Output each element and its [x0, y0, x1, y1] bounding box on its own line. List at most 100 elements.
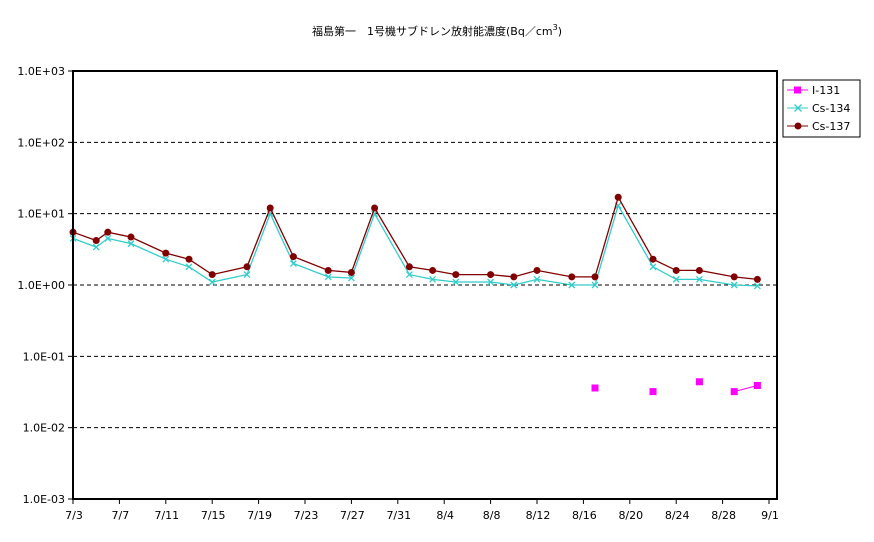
data-point-cs137 — [695, 266, 703, 274]
data-point-cs137 — [591, 273, 599, 281]
data-point-cs134 — [92, 243, 100, 251]
legend-label-i131: I-131 — [812, 84, 840, 97]
data-point-cs134 — [568, 281, 576, 289]
data-point-cs137 — [324, 266, 332, 274]
data-point-cs137 — [185, 255, 193, 263]
y-tick-label: 1.0E+01 — [17, 208, 65, 221]
x-tick-label: 8/16 — [572, 509, 597, 522]
data-point-cs137 — [429, 266, 437, 274]
y-tick-label: 1.0E-03 — [23, 493, 65, 506]
data-point-cs134 — [208, 278, 216, 286]
chart-title: 福島第一 1号機サブドレン放射能濃度(Bq／cm3) — [312, 23, 562, 38]
chart-title-main: 福島第一 1号機サブドレン放射能濃度(Bq／cm — [312, 24, 553, 38]
data-point-i131 — [591, 384, 599, 392]
data-point-cs134 — [405, 271, 413, 279]
data-point-cs134 — [243, 271, 251, 279]
x-tick-label: 9/1 — [761, 509, 779, 522]
x-tick-label: 7/27 — [340, 509, 365, 522]
legend-marker-i131 — [794, 86, 801, 94]
data-point-cs137 — [730, 273, 738, 281]
legend-marker-cs134 — [794, 104, 802, 112]
x-tick-label: 8/28 — [711, 509, 736, 522]
data-point-cs134 — [104, 234, 112, 242]
data-point-cs134 — [510, 281, 518, 289]
data-point-cs134 — [324, 273, 332, 281]
data-point-cs134 — [753, 282, 761, 290]
legend-label-cs134: Cs-134 — [812, 102, 850, 115]
y-axis: 1.0E+03 1.0E+02 1.0E+01 1.0E+00 1.0E-01 1.0E-… — [17, 65, 73, 506]
legend-item-i131: I-131 — [787, 84, 840, 97]
data-point-cs137 — [266, 204, 274, 212]
x-tick-label: 7/7 — [112, 509, 130, 522]
legend-marker-cs137 — [794, 122, 802, 130]
data-point-cs137 — [92, 237, 100, 245]
data-point-cs134 — [533, 275, 541, 283]
x-tick-label: 8/8 — [483, 509, 501, 522]
series-cs134 — [69, 202, 761, 290]
data-point-cs137 — [672, 266, 680, 274]
data-point-cs137 — [289, 253, 297, 261]
data-point-cs134 — [429, 275, 437, 283]
data-point-cs134 — [347, 274, 355, 282]
data-point-cs134 — [672, 275, 680, 283]
data-point-cs137 — [243, 263, 251, 271]
x-tick-label: 8/24 — [665, 509, 690, 522]
data-point-cs137 — [649, 255, 657, 263]
data-point-i131 — [730, 388, 738, 396]
series-line-cs134 — [72, 203, 758, 287]
data-point-cs137 — [568, 273, 576, 281]
x-tick-label: 7/11 — [154, 509, 179, 522]
chart-title-superscript: 3 — [553, 23, 558, 32]
series-line-i131 — [734, 385, 758, 393]
data-point-cs137 — [208, 271, 216, 279]
grid-lines — [73, 141, 777, 429]
legend-label-cs137: Cs-137 — [812, 120, 850, 133]
data-point-cs137 — [162, 249, 170, 257]
y-tick-label: 1.0E+03 — [17, 65, 65, 78]
x-tick-label: 7/23 — [294, 509, 319, 522]
y-tick-label: 1.0E-02 — [23, 422, 65, 435]
data-point-cs134 — [487, 278, 495, 286]
data-point-cs134 — [649, 263, 657, 271]
data-point-cs134 — [452, 278, 460, 286]
data-point-cs134 — [162, 255, 170, 263]
data-point-cs137 — [510, 273, 518, 281]
data-point-i131 — [695, 378, 703, 386]
data-point-cs137 — [127, 233, 135, 241]
chart-title-close: ) — [558, 25, 562, 38]
series-i131 — [591, 378, 761, 396]
data-point-cs137 — [405, 263, 413, 271]
data-point-i131 — [753, 382, 761, 390]
data-point-cs134 — [185, 263, 193, 271]
data-point-cs137 — [753, 275, 761, 283]
series-layer — [69, 193, 761, 396]
data-point-cs137 — [614, 193, 622, 201]
data-point-i131 — [649, 388, 657, 396]
y-tick-label: 1.0E+02 — [17, 136, 65, 149]
data-point-cs137 — [347, 268, 355, 276]
x-tick-label: 7/15 — [201, 509, 226, 522]
data-point-cs137 — [487, 271, 495, 279]
x-tick-label: 7/31 — [386, 509, 411, 522]
y-tick-label: 1.0E-01 — [23, 350, 65, 363]
data-point-cs137 — [104, 228, 112, 236]
data-point-cs134 — [127, 240, 135, 248]
x-axis: 7/3 7/7 7/11 7/15 7/19 7/23 7/27 7/31 8/4 8/8 8/12… — [65, 499, 779, 522]
data-point-cs137 — [533, 266, 541, 274]
data-point-cs134 — [730, 281, 738, 289]
x-tick-label: 7/3 — [65, 509, 83, 522]
x-tick-label: 8/20 — [618, 509, 643, 522]
series-cs137 — [69, 193, 761, 283]
x-tick-label: 8/12 — [526, 509, 551, 522]
legend-item-cs134: Cs-134 — [787, 102, 850, 115]
data-point-cs137 — [371, 204, 379, 212]
y-tick-label: 1.0E+00 — [17, 279, 65, 292]
data-point-cs137 — [452, 271, 460, 279]
data-point-cs134 — [591, 281, 599, 289]
data-point-cs134 — [695, 275, 703, 283]
legend: I-131 Cs-134 Cs-137 — [782, 79, 861, 138]
x-tick-label: 7/19 — [247, 509, 272, 522]
plot-frame — [72, 70, 778, 500]
data-point-cs134 — [289, 260, 297, 267]
